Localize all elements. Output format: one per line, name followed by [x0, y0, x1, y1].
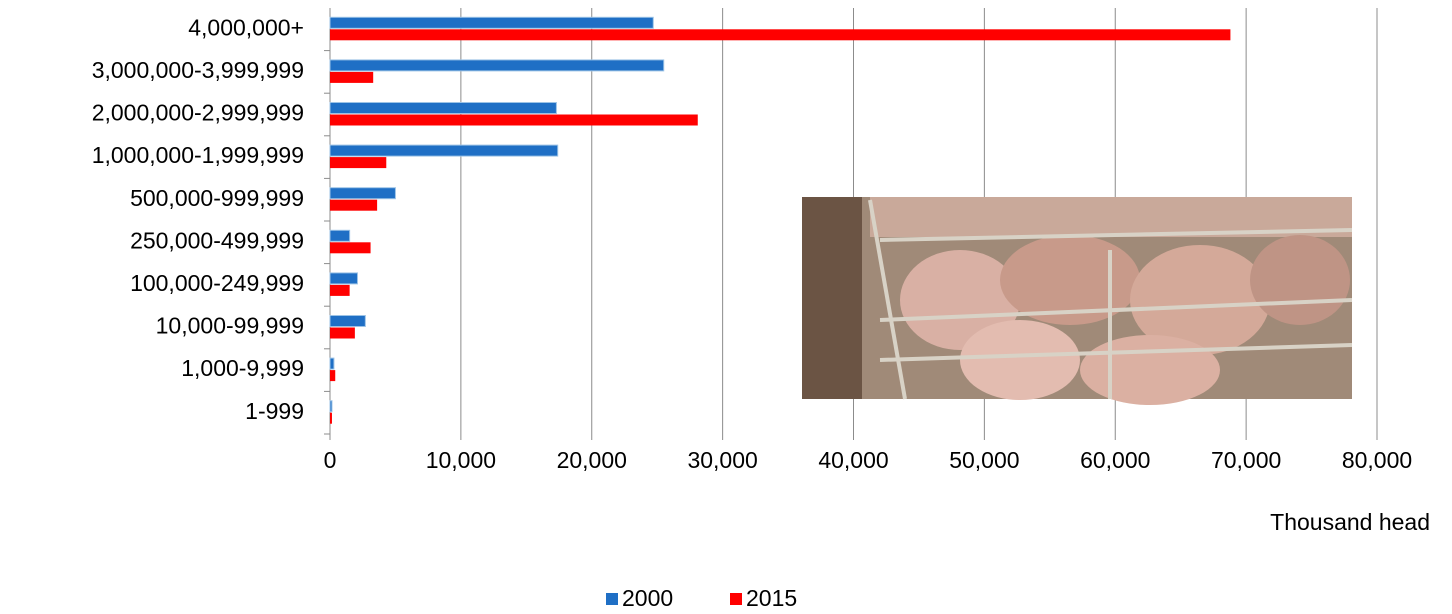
y-tick-label: 100,000-249,999: [130, 270, 304, 296]
y-tick-label: 10,000-99,999: [156, 313, 304, 339]
y-tick-label: 2,000,000-2,999,999: [92, 100, 304, 126]
bar: [329, 59, 665, 72]
legend-swatch: [606, 593, 618, 605]
x-tick-label: 40,000: [818, 447, 888, 473]
legend-label: 2015: [746, 585, 797, 611]
y-tick-label: 1,000-9,999: [181, 355, 304, 381]
x-tick-label: 80,000: [1342, 447, 1412, 473]
bar: [329, 272, 358, 285]
bar: [330, 199, 378, 211]
bar: [330, 370, 336, 382]
bar: [329, 400, 333, 413]
y-tick-label: 1,000,000-1,999,999: [92, 142, 304, 168]
y-tick-label: 3,000,000-3,999,999: [92, 57, 304, 83]
y-tick-label: 4,000,000+: [188, 14, 304, 40]
x-tick-label: 0: [324, 447, 337, 473]
bar: [330, 29, 1231, 41]
bar: [330, 412, 332, 424]
bar: [329, 102, 557, 114]
bar: [329, 357, 335, 370]
x-axis-label: Thousand head: [1270, 509, 1430, 535]
bar: [330, 157, 387, 169]
bar: [330, 71, 374, 83]
bar: [329, 187, 396, 200]
bar: [330, 114, 698, 126]
bar: [330, 284, 350, 296]
x-tick-label: 20,000: [557, 447, 627, 473]
bar: [330, 242, 371, 254]
photo: [802, 197, 1353, 405]
x-tick-label: 50,000: [949, 447, 1019, 473]
bar: [329, 315, 366, 327]
bar: [330, 327, 355, 339]
legend-label: 2000: [622, 585, 673, 611]
x-tick-label: 30,000: [687, 447, 757, 473]
bar: [329, 144, 559, 157]
x-tick-label: 60,000: [1080, 447, 1150, 473]
y-tick-label: 1-999: [245, 398, 304, 424]
bar: [329, 229, 351, 242]
legend-swatch: [730, 593, 742, 605]
y-tick-label: 250,000-499,999: [130, 227, 304, 253]
x-tick-label: 10,000: [426, 447, 496, 473]
bar: [329, 16, 654, 29]
x-tick-label: 70,000: [1211, 447, 1281, 473]
y-tick-label: 500,000-999,999: [130, 185, 304, 211]
